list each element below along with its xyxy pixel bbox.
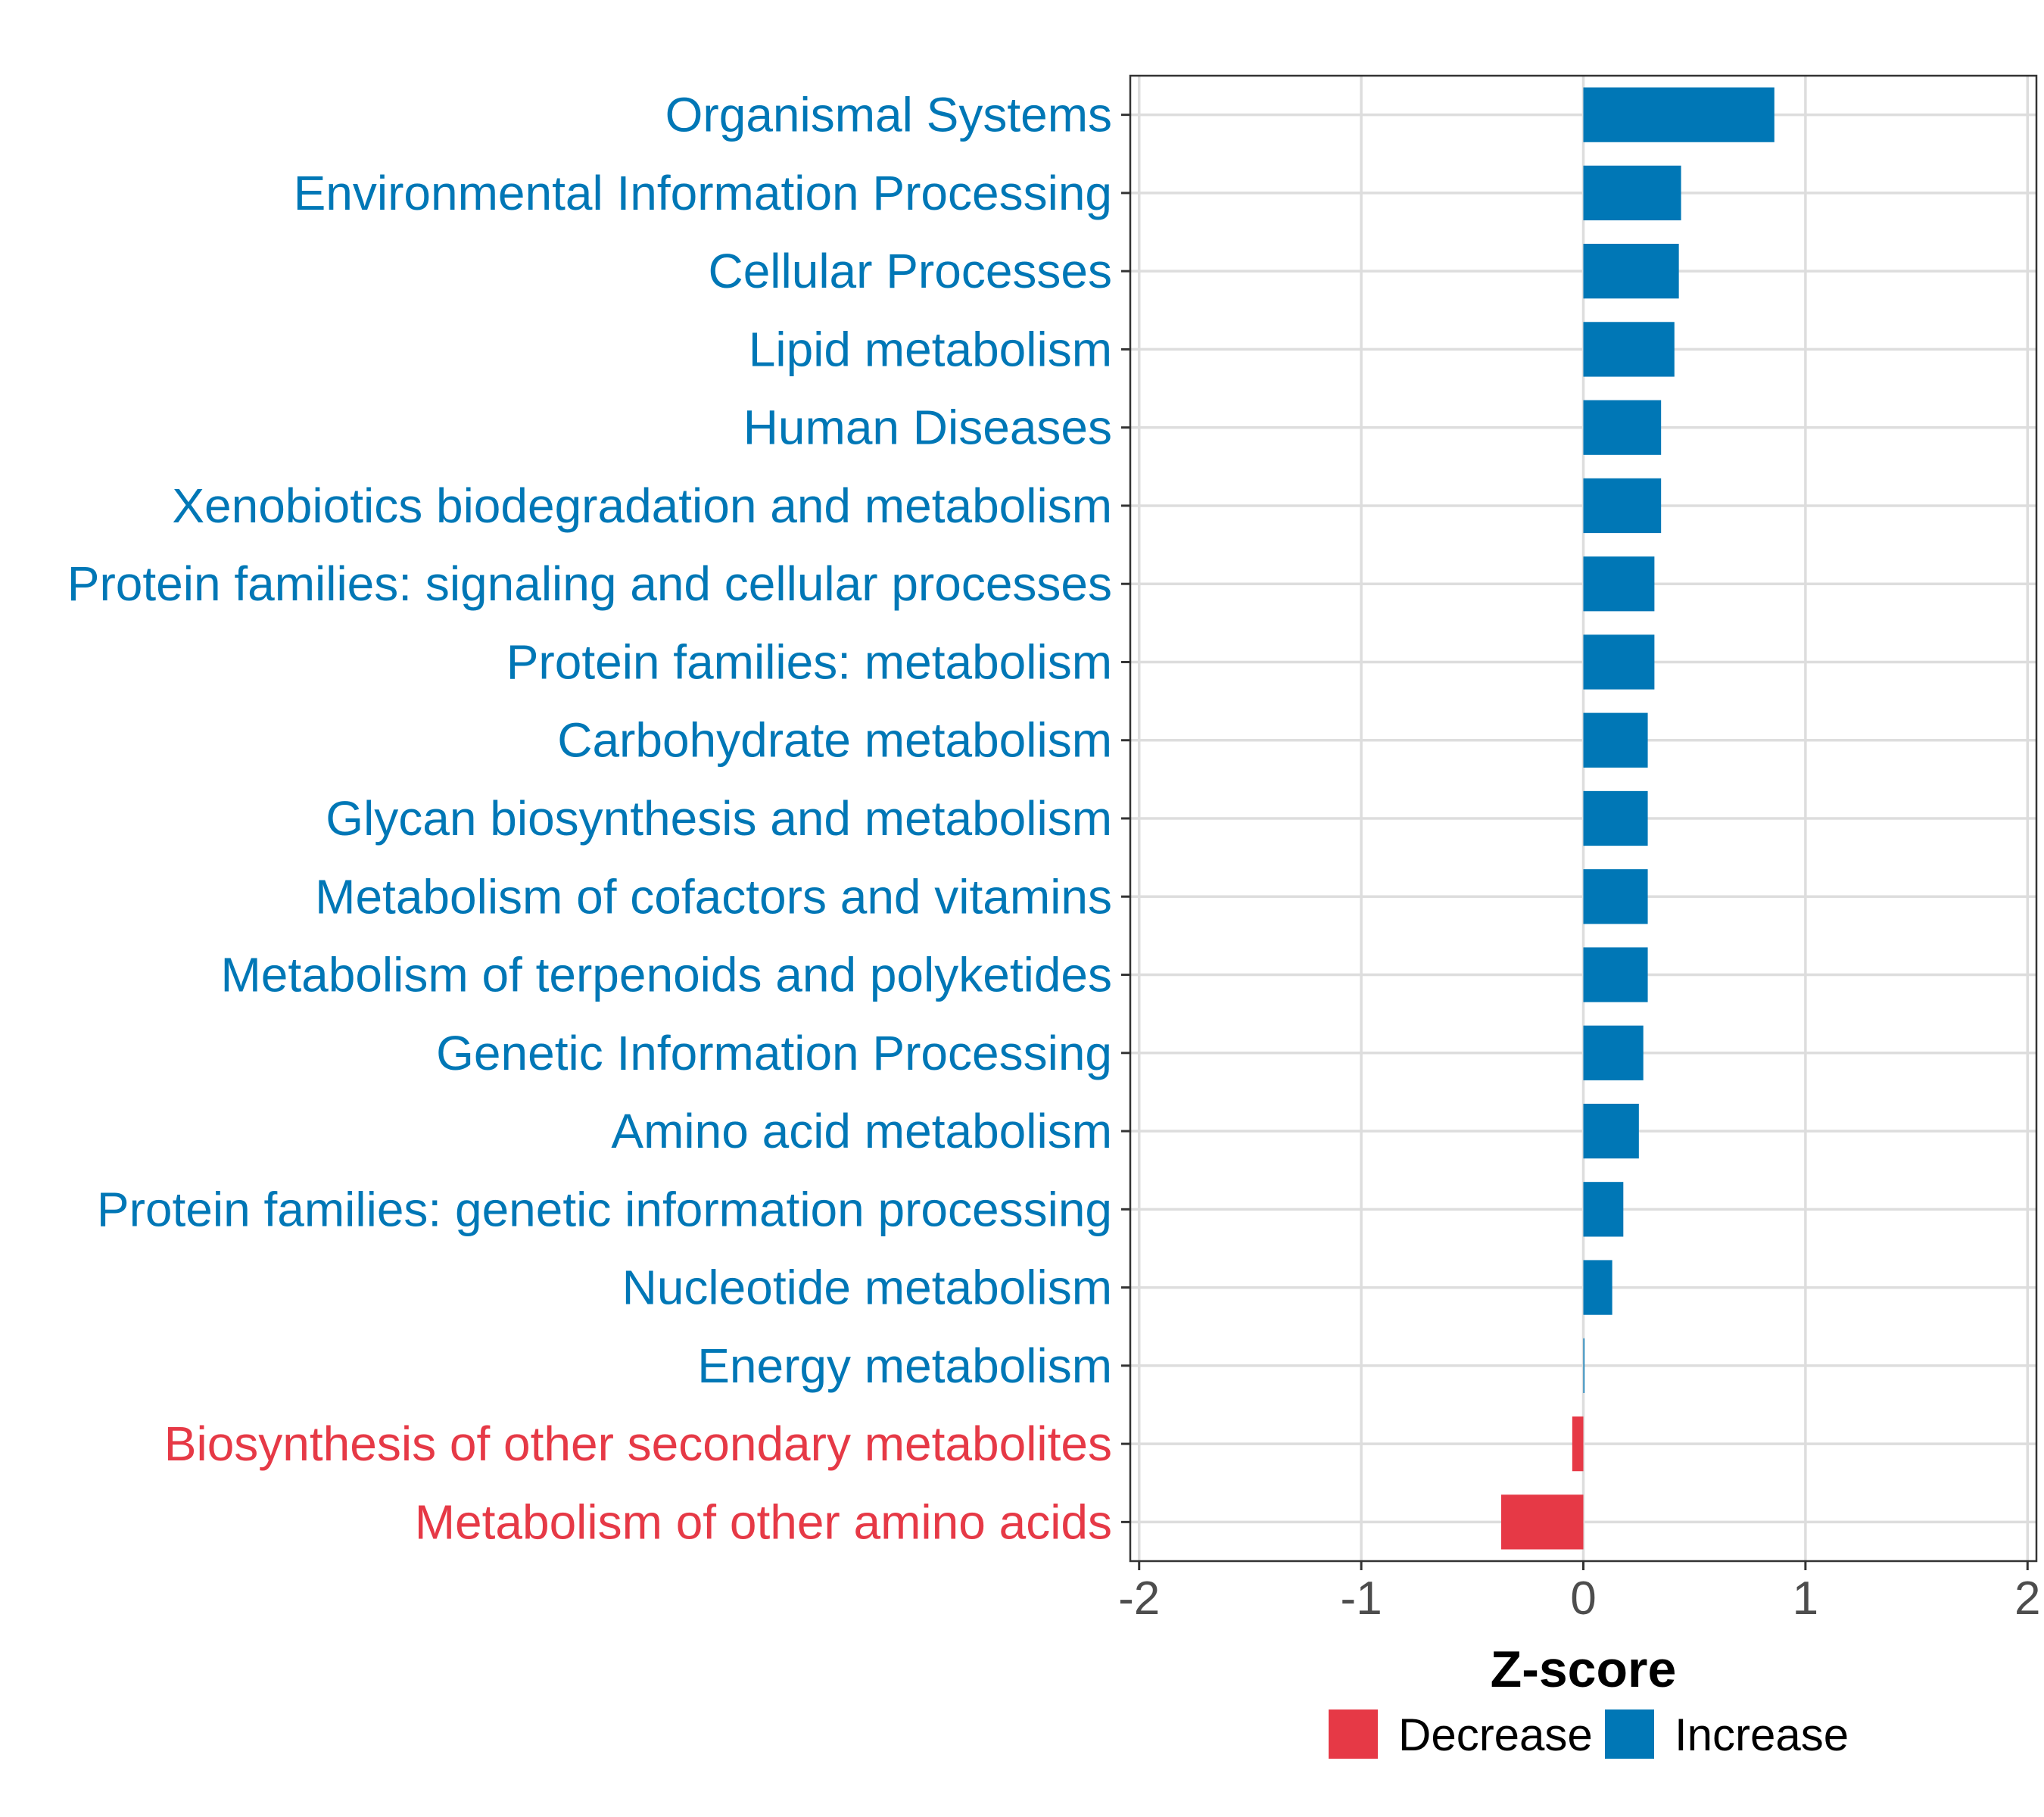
y-axis-category-labels: Organismal Systems Environmental Informat… — [67, 88, 1112, 1550]
category-label: Metabolism of other amino acids — [415, 1494, 1112, 1549]
category-label: Energy metabolism — [697, 1339, 1112, 1393]
category-label: Protein families: signaling and cellular… — [67, 556, 1112, 611]
y-axis-ticks — [1121, 114, 1130, 1523]
legend: Decrease Increase — [1329, 1709, 1849, 1760]
bars — [1500, 87, 1774, 1550]
x-tick-label: -2 — [1118, 1572, 1160, 1625]
category-label: Human Diseases — [743, 400, 1112, 455]
category-label: Amino acid metabolism — [611, 1104, 1112, 1158]
x-axis-ticks: -2 -1 0 1 2 — [1118, 1561, 2041, 1625]
category-label: Metabolism of cofactors and vitamins — [315, 869, 1112, 924]
bar — [1583, 790, 1648, 846]
legend-swatch — [1329, 1709, 1378, 1759]
x-tick-label: 1 — [1793, 1572, 1818, 1625]
bar — [1583, 1025, 1644, 1080]
legend-label: Decrease — [1398, 1709, 1593, 1760]
category-label: Lipid metabolism — [749, 322, 1112, 376]
bar — [1583, 400, 1662, 455]
category-label: Carbohydrate metabolism — [557, 713, 1112, 768]
category-label: Glycan biosynthesis and metabolism — [326, 791, 1112, 846]
bar — [1583, 322, 1675, 377]
bar — [1583, 1260, 1612, 1315]
category-label: Organismal Systems — [665, 88, 1112, 142]
category-label: Metabolism of terpenoids and polyketides — [220, 948, 1112, 1002]
bar — [1500, 1494, 1584, 1550]
x-tick-label: 2 — [2014, 1572, 2040, 1625]
bar — [1583, 87, 1774, 142]
bar — [1583, 634, 1655, 690]
legend-label: Increase — [1675, 1709, 1849, 1760]
bar — [1583, 556, 1655, 612]
category-label: Genetic Information Processing — [436, 1026, 1112, 1080]
bar — [1583, 165, 1681, 221]
category-label: Protein families: metabolism — [506, 634, 1112, 689]
bar — [1583, 478, 1662, 534]
x-axis-title: Z-score — [1491, 1641, 1677, 1698]
bar — [1583, 1103, 1639, 1159]
category-label: Protein families: genetic information pr… — [97, 1182, 1112, 1236]
legend-swatch — [1605, 1709, 1654, 1759]
bar — [1583, 869, 1648, 924]
category-label: Cellular Processes — [708, 244, 1112, 298]
category-label: Biosynthesis of other secondary metaboli… — [164, 1417, 1112, 1471]
category-label: Xenobiotics biodegradation and metabolis… — [172, 478, 1112, 533]
bar — [1583, 1338, 1584, 1393]
x-tick-label: 0 — [1570, 1572, 1596, 1625]
bar — [1583, 1182, 1624, 1237]
bar — [1583, 947, 1648, 1002]
x-tick-label: -1 — [1341, 1572, 1382, 1625]
bar — [1583, 244, 1679, 299]
category-label: Nucleotide metabolism — [622, 1261, 1112, 1315]
bar — [1572, 1416, 1584, 1472]
bar — [1583, 712, 1648, 768]
category-label: Environmental Information Processing — [294, 166, 1112, 220]
